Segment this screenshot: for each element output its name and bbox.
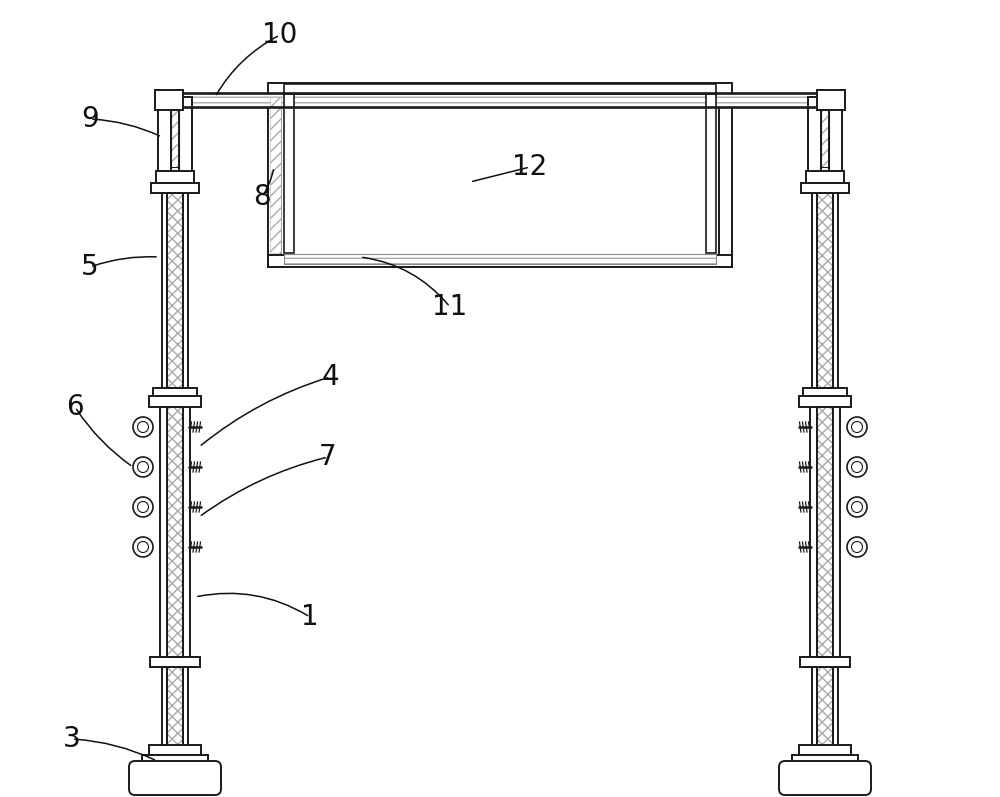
Bar (167, 667, 183, 745)
Bar (801, 183, 849, 193)
Bar (167, 193, 183, 388)
Circle shape (138, 501, 148, 512)
Text: 12: 12 (512, 153, 548, 181)
Bar (799, 745, 851, 755)
Circle shape (847, 537, 867, 557)
Bar (284, 84, 716, 94)
Bar (284, 94, 294, 253)
Circle shape (138, 422, 148, 433)
Text: 3: 3 (63, 725, 81, 753)
Bar (158, 97, 171, 171)
Text: 1: 1 (301, 603, 319, 631)
Bar (153, 388, 197, 396)
Circle shape (133, 457, 153, 477)
Bar (149, 396, 201, 407)
Circle shape (133, 497, 153, 517)
Bar (817, 90, 845, 110)
Bar (268, 255, 732, 267)
Text: 10: 10 (262, 21, 298, 49)
Circle shape (847, 457, 867, 477)
FancyBboxPatch shape (129, 761, 221, 795)
Circle shape (847, 497, 867, 517)
Bar (268, 97, 281, 267)
Text: 5: 5 (81, 253, 99, 281)
Bar (171, 101, 179, 167)
Text: 4: 4 (321, 363, 339, 391)
Bar (808, 97, 821, 171)
Circle shape (852, 501, 862, 512)
Bar (155, 90, 183, 110)
Circle shape (133, 537, 153, 557)
Bar (817, 667, 833, 745)
Bar (167, 193, 183, 388)
Text: 8: 8 (253, 183, 271, 211)
Circle shape (852, 422, 862, 433)
Bar (167, 407, 183, 657)
Circle shape (138, 461, 148, 473)
Bar (817, 193, 833, 388)
Bar (167, 667, 183, 745)
Bar (812, 667, 838, 745)
FancyBboxPatch shape (779, 761, 871, 795)
Bar (821, 101, 829, 167)
Bar (150, 657, 200, 667)
Text: 11: 11 (432, 293, 468, 321)
Bar (810, 407, 840, 657)
Bar (806, 171, 844, 183)
Circle shape (133, 417, 153, 437)
Bar (179, 97, 192, 171)
Text: 7: 7 (319, 443, 337, 471)
Bar (817, 407, 833, 657)
Circle shape (138, 541, 148, 552)
Bar (817, 407, 833, 657)
Bar (817, 667, 833, 745)
Bar (270, 97, 281, 253)
Bar (803, 388, 847, 396)
Bar (792, 755, 858, 767)
Bar (829, 97, 842, 171)
Bar (719, 97, 732, 267)
Bar (156, 171, 194, 183)
Text: 9: 9 (81, 105, 99, 133)
Bar (171, 101, 179, 167)
Bar (817, 193, 833, 388)
Text: 6: 6 (66, 393, 84, 421)
Bar (151, 183, 199, 193)
Bar (142, 755, 208, 767)
Bar (162, 193, 188, 388)
Bar (181, 93, 819, 107)
Bar (181, 93, 819, 107)
Bar (284, 254, 716, 264)
Bar (149, 745, 201, 755)
Bar (706, 94, 716, 253)
Bar (800, 657, 850, 667)
Bar (821, 101, 829, 167)
Bar (162, 667, 188, 745)
Bar (284, 254, 716, 264)
Bar (268, 83, 732, 97)
Bar (160, 407, 190, 657)
Bar (167, 407, 183, 657)
Circle shape (847, 417, 867, 437)
Circle shape (852, 461, 862, 473)
Bar (799, 396, 851, 407)
Bar (812, 193, 838, 388)
Circle shape (852, 541, 862, 552)
